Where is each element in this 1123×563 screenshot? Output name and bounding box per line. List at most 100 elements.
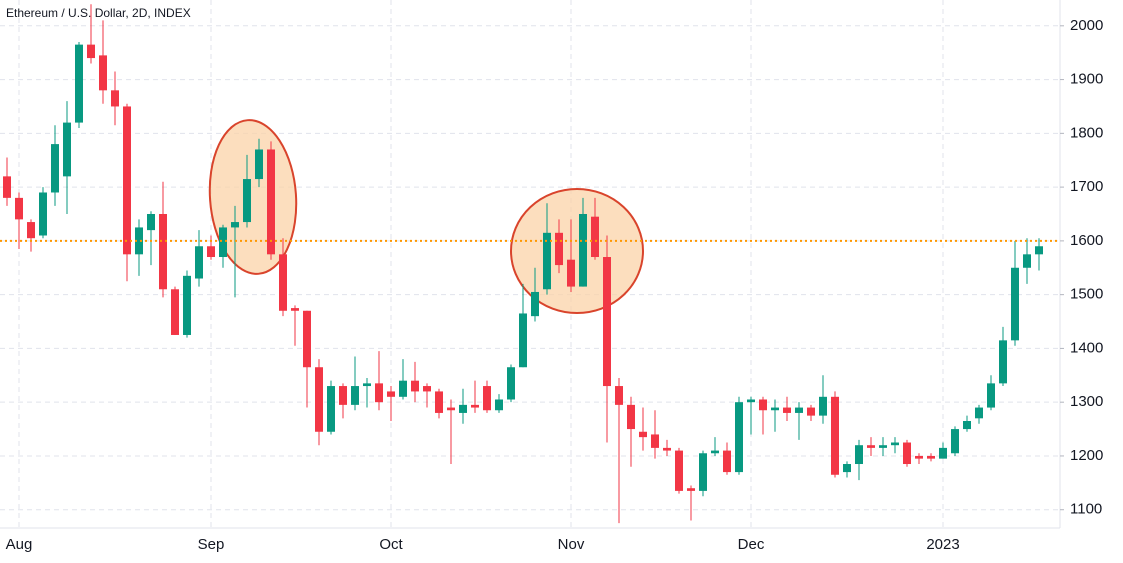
candle-body xyxy=(351,386,359,405)
candle-body xyxy=(819,396,827,416)
candle-body xyxy=(507,367,515,400)
y-tick-label: 1700 xyxy=(1070,178,1103,195)
candle-body xyxy=(3,176,11,198)
candle-body xyxy=(699,453,707,491)
highlight-ellipse xyxy=(510,188,644,314)
grid xyxy=(0,0,1060,528)
candle-body xyxy=(123,106,131,255)
candle-body xyxy=(939,447,947,459)
candle-body xyxy=(615,386,623,405)
candle-body xyxy=(867,445,875,448)
candle-body xyxy=(399,380,407,397)
candle-body xyxy=(927,455,935,459)
candle-body xyxy=(39,192,47,236)
candle-body xyxy=(1023,254,1031,268)
y-tick-label: 1300 xyxy=(1070,393,1103,410)
y-tick-label: 1200 xyxy=(1070,447,1103,464)
candle-body xyxy=(1011,267,1019,341)
candle-body xyxy=(591,216,599,258)
candle-body xyxy=(1035,246,1043,255)
x-tick-label: Sep xyxy=(198,536,225,553)
candle-body xyxy=(627,404,635,430)
candle-body xyxy=(15,197,23,220)
candle-body xyxy=(795,407,803,413)
candle-body xyxy=(555,232,563,266)
candle-body xyxy=(747,399,755,403)
candle-body xyxy=(387,391,395,397)
candle-body xyxy=(891,442,899,446)
candle-body xyxy=(975,407,983,419)
candle-body xyxy=(963,421,971,430)
candle-body xyxy=(603,257,611,387)
candle-body xyxy=(579,213,587,287)
candle-body xyxy=(135,227,143,255)
candle-body xyxy=(75,44,83,123)
candle-body xyxy=(63,122,71,177)
candle-body xyxy=(531,291,539,317)
x-tick-label: Oct xyxy=(379,536,403,553)
y-tick-label: 1800 xyxy=(1070,124,1103,141)
candle-body xyxy=(807,407,815,416)
candle-body xyxy=(243,179,251,223)
candle-body xyxy=(363,383,371,387)
candle-body xyxy=(735,402,743,473)
y-tick-label: 1600 xyxy=(1070,232,1103,249)
candle-body xyxy=(183,275,191,335)
candle-body xyxy=(519,313,527,368)
candle-body xyxy=(423,386,431,392)
candle-body xyxy=(99,55,107,91)
candle-body xyxy=(879,445,887,448)
candle-body xyxy=(27,222,35,239)
candle-body xyxy=(219,227,227,258)
candle-body xyxy=(783,407,791,413)
candle-body xyxy=(663,447,671,451)
y-tick-label: 1400 xyxy=(1070,339,1103,356)
x-tick-label: Nov xyxy=(558,536,585,553)
y-tick-label: 1900 xyxy=(1070,71,1103,88)
candle-body xyxy=(483,386,491,411)
candle-body xyxy=(651,434,659,448)
candle-body xyxy=(999,340,1007,384)
candle-body xyxy=(315,367,323,432)
candle-body xyxy=(831,396,839,475)
candle-body xyxy=(543,232,551,290)
candle-body xyxy=(903,442,911,465)
y-tick-label: 2000 xyxy=(1070,17,1103,34)
candle-body xyxy=(723,450,731,473)
candle-body xyxy=(195,246,203,279)
candle-body xyxy=(87,44,95,59)
y-tick-label: 1100 xyxy=(1070,501,1102,518)
candle-body xyxy=(411,380,419,392)
candle-body xyxy=(855,445,863,465)
candle-body xyxy=(267,149,275,255)
candle-body xyxy=(291,308,299,311)
candle-body xyxy=(759,399,767,411)
candle-body xyxy=(375,383,383,403)
candle-body xyxy=(231,222,239,228)
candle-body xyxy=(687,488,695,491)
candle-body xyxy=(951,429,959,454)
candle-body xyxy=(567,259,575,287)
candle-body xyxy=(639,431,647,438)
chart-title: Ethereum / U.S. Dollar, 2D, INDEX xyxy=(6,6,191,20)
candle-body xyxy=(171,289,179,335)
candle-body xyxy=(711,450,719,454)
candle-body xyxy=(279,254,287,311)
candle-body xyxy=(435,391,443,413)
candle-body xyxy=(327,386,335,432)
x-tick-label: 2023 xyxy=(926,536,959,553)
candle-body xyxy=(471,404,479,408)
candle-body xyxy=(915,455,923,459)
candle-body xyxy=(843,464,851,473)
candle-body xyxy=(147,213,155,231)
candle-body xyxy=(495,399,503,411)
x-tick-label: Dec xyxy=(738,536,765,553)
candle-body xyxy=(207,246,215,258)
candle-body xyxy=(255,149,263,180)
x-tick-label: Aug xyxy=(6,536,33,553)
candles xyxy=(3,4,1043,524)
candle-body xyxy=(459,404,467,413)
candle-body xyxy=(159,213,167,290)
candle-body xyxy=(771,407,779,411)
